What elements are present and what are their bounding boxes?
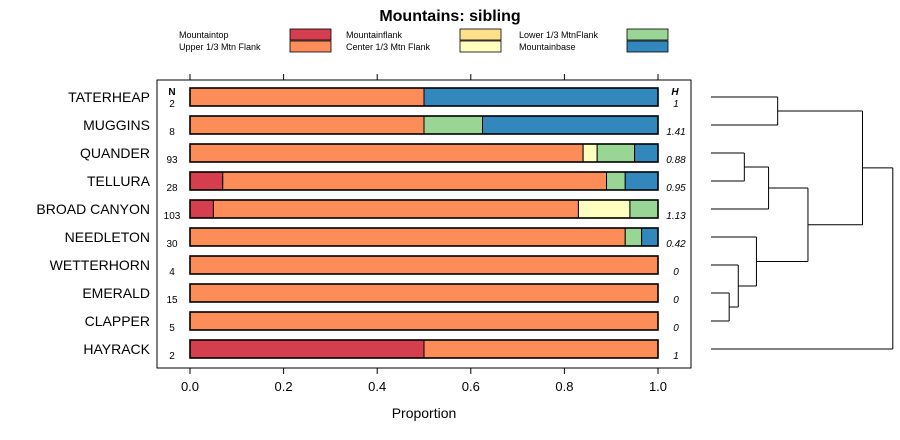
bar-segment <box>189 339 425 359</box>
x-tick-label: 1.0 <box>649 379 667 394</box>
n-column-header: N <box>168 87 175 98</box>
bar-segment <box>641 227 659 247</box>
bar-outline <box>189 171 659 191</box>
category-label: QUANDER <box>80 145 150 161</box>
legend: Mountaintop Upper 1/3 Mtn Flank Mountainfl… <box>179 28 669 53</box>
bar-outline <box>189 311 659 331</box>
n-value: 5 <box>169 323 175 334</box>
n-value: 2 <box>169 99 175 110</box>
bar-outline <box>189 227 659 247</box>
category-label: BROAD CANYON <box>36 201 150 217</box>
legend-swatch <box>289 28 332 41</box>
legend-swatch <box>289 40 332 53</box>
bar-outline <box>189 87 659 107</box>
legend-swatch <box>459 40 502 53</box>
bar-segment <box>629 199 659 219</box>
bar-segment <box>624 227 643 247</box>
category-label: NEEDLETON <box>65 229 150 245</box>
bar-segment <box>189 227 626 247</box>
x-tick-label: 0.2 <box>275 379 293 394</box>
bar-segment <box>423 339 659 359</box>
n-value: 8 <box>169 127 175 138</box>
n-value: 2 <box>169 351 175 362</box>
h-value: 0.95 <box>666 183 686 194</box>
h-value: 0 <box>673 267 679 278</box>
bar-segment <box>582 143 598 163</box>
h-column-header: H <box>671 87 679 98</box>
bar-outline <box>189 115 659 135</box>
n-value: 93 <box>166 155 178 166</box>
category-label: MUGGINS <box>83 117 150 133</box>
legend-label: Lower 1/3 MtnFlank <box>519 30 599 40</box>
legend-label: Mountainflank <box>346 30 403 40</box>
bar-segment <box>222 171 608 191</box>
x-axis: 0.0 0.2 0.4 0.6 0.8 1.0 <box>181 74 667 394</box>
bar-segment <box>189 283 659 303</box>
category-label: TELLURA <box>87 173 151 189</box>
bar-segment <box>423 115 483 135</box>
bar-segment <box>189 199 214 219</box>
bar-segment <box>189 143 584 163</box>
h-value: 0 <box>673 323 679 334</box>
bar-segment <box>577 199 631 219</box>
h-value: 1.13 <box>666 211 686 222</box>
bar-segment <box>423 87 659 107</box>
h-value: 1 <box>673 99 679 110</box>
category-label: EMERALD <box>82 285 150 301</box>
x-tick-label: 0.8 <box>555 379 573 394</box>
bar-segment <box>212 199 579 219</box>
x-tick-label: 0.4 <box>368 379 386 394</box>
bar-segment <box>606 171 626 191</box>
bar-outline <box>189 339 659 359</box>
bars-group: TATERHEAP 2 1 MUGGINS 8 1.41 QUANDER 93 0.88 TELL… <box>36 87 686 362</box>
bar-segment <box>634 143 659 163</box>
legend-label: Mountaintop <box>179 30 229 40</box>
n-value: 15 <box>166 295 178 306</box>
chart-title: Mountains: sibling <box>379 8 520 25</box>
h-value: 0.42 <box>666 239 686 250</box>
h-value: 1 <box>673 351 679 362</box>
bar-outline <box>189 199 659 219</box>
x-tick-label: 0.0 <box>181 379 199 394</box>
bar-outline <box>189 283 659 303</box>
legend-label: Center 1/3 Mtn Flank <box>346 42 431 52</box>
plot-frame <box>156 79 692 369</box>
bar-segment <box>189 171 224 191</box>
n-value: 103 <box>164 211 181 222</box>
bar-outline <box>189 143 659 163</box>
bar-segment <box>189 255 659 275</box>
legend-swatch <box>626 28 669 41</box>
category-label: HAYRACK <box>83 341 150 357</box>
h-value: 1.41 <box>666 127 685 138</box>
bar-segment <box>624 171 659 191</box>
x-tick-label: 0.6 <box>462 379 480 394</box>
n-value: 28 <box>166 183 178 194</box>
legend-label: Mountainbase <box>519 42 576 52</box>
category-label: CLAPPER <box>85 313 150 329</box>
dendrogram <box>711 96 894 350</box>
legend-swatch <box>459 28 502 41</box>
n-value: 30 <box>166 239 178 250</box>
category-label: WETTERHORN <box>50 257 150 273</box>
x-axis-label: Proportion <box>392 405 457 421</box>
bar-segment <box>189 311 659 331</box>
bar-outline <box>189 255 659 275</box>
n-value: 4 <box>169 267 175 278</box>
h-value: 0 <box>673 295 679 306</box>
category-label: TATERHEAP <box>68 89 150 105</box>
legend-label: Upper 1/3 Mtn Flank <box>179 42 261 52</box>
bar-segment <box>482 115 659 135</box>
bar-segment <box>189 87 425 107</box>
bar-segment <box>596 143 636 163</box>
h-value: 0.88 <box>666 155 686 166</box>
legend-swatch <box>626 40 669 53</box>
bar-segment <box>189 115 425 135</box>
